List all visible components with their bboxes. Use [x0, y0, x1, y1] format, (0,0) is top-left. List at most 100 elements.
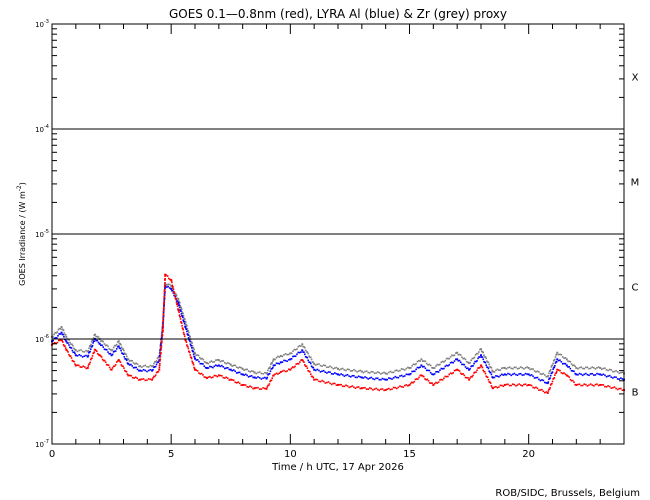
data-point — [298, 351, 301, 354]
data-point — [402, 375, 404, 378]
data-point — [154, 365, 157, 368]
data-point — [175, 294, 178, 297]
data-point — [433, 367, 436, 369]
data-point — [160, 345, 163, 347]
data-point — [546, 382, 549, 385]
data-point — [200, 362, 203, 365]
data-point — [443, 361, 445, 363]
data-point — [294, 365, 296, 368]
data-point — [577, 383, 579, 386]
data-point — [503, 383, 506, 386]
data-point — [468, 378, 471, 381]
data-point — [158, 364, 161, 367]
data-point — [252, 370, 254, 373]
data-point — [81, 356, 84, 358]
data-point — [392, 386, 395, 389]
data-point — [568, 376, 570, 378]
data-point — [176, 303, 178, 306]
data-point — [428, 382, 431, 384]
data-point — [191, 342, 193, 344]
data-point — [338, 383, 341, 386]
data-point — [443, 377, 445, 380]
data-point — [184, 338, 187, 341]
data-point — [137, 379, 140, 381]
data-point — [131, 360, 134, 362]
data-point — [272, 374, 275, 377]
data-point — [58, 327, 61, 330]
data-point — [241, 373, 244, 376]
data-point — [182, 312, 184, 315]
data-point — [250, 386, 253, 388]
data-point — [356, 376, 358, 379]
data-point — [469, 377, 471, 379]
data-point — [237, 367, 239, 369]
data-point — [61, 340, 64, 342]
data-point — [108, 348, 110, 350]
data-point — [427, 380, 430, 382]
data-point — [133, 377, 136, 379]
data-point — [207, 367, 210, 369]
data-point — [192, 362, 194, 364]
data-point — [564, 362, 567, 365]
data-point — [461, 363, 463, 366]
data-point — [356, 386, 358, 388]
data-point — [308, 370, 310, 373]
data-point — [182, 327, 184, 330]
data-point — [490, 373, 493, 376]
data-point — [269, 363, 272, 366]
data-point — [546, 391, 549, 394]
data-point — [408, 366, 411, 369]
data-point — [505, 368, 508, 370]
data-point — [179, 316, 181, 318]
data-point — [271, 377, 274, 380]
data-point — [204, 366, 207, 369]
data-point — [453, 354, 456, 357]
data-point — [142, 368, 145, 371]
data-point — [95, 349, 97, 352]
data-point — [234, 370, 237, 373]
data-point — [588, 384, 590, 386]
data-point — [117, 345, 120, 348]
data-point — [159, 355, 162, 358]
data-point — [149, 368, 152, 371]
data-point — [599, 373, 602, 376]
data-point — [612, 377, 614, 379]
data-point — [178, 301, 181, 303]
data-point — [302, 360, 304, 362]
data-point — [221, 364, 223, 367]
data-point — [54, 337, 57, 339]
y-axis-label: GOES Irradiance / (W m-2) — [16, 182, 27, 286]
data-point — [74, 349, 77, 352]
data-point — [571, 370, 574, 372]
data-point — [463, 357, 466, 360]
data-point — [453, 360, 456, 362]
data-point — [426, 378, 429, 381]
data-point — [613, 376, 616, 378]
data-point — [255, 387, 258, 389]
data-point — [209, 375, 211, 378]
data-point — [136, 377, 139, 380]
data-point — [555, 360, 558, 363]
data-point — [98, 354, 101, 357]
data-point — [467, 361, 469, 364]
data-point — [445, 357, 448, 360]
data-point — [88, 363, 91, 365]
data-point — [600, 374, 603, 376]
data-point — [507, 366, 509, 369]
data-point — [215, 359, 217, 361]
data-point — [190, 344, 193, 347]
data-point — [346, 368, 349, 371]
data-point — [186, 327, 189, 330]
data-point — [200, 372, 203, 375]
data-point — [284, 359, 287, 362]
data-point — [62, 343, 65, 346]
data-point — [125, 358, 127, 360]
data-point — [275, 372, 278, 375]
data-point — [607, 385, 609, 387]
data-point — [160, 342, 162, 345]
data-point — [597, 384, 600, 387]
data-point — [510, 384, 512, 387]
data-point — [491, 387, 494, 390]
data-point — [455, 352, 457, 354]
data-point — [551, 371, 554, 373]
